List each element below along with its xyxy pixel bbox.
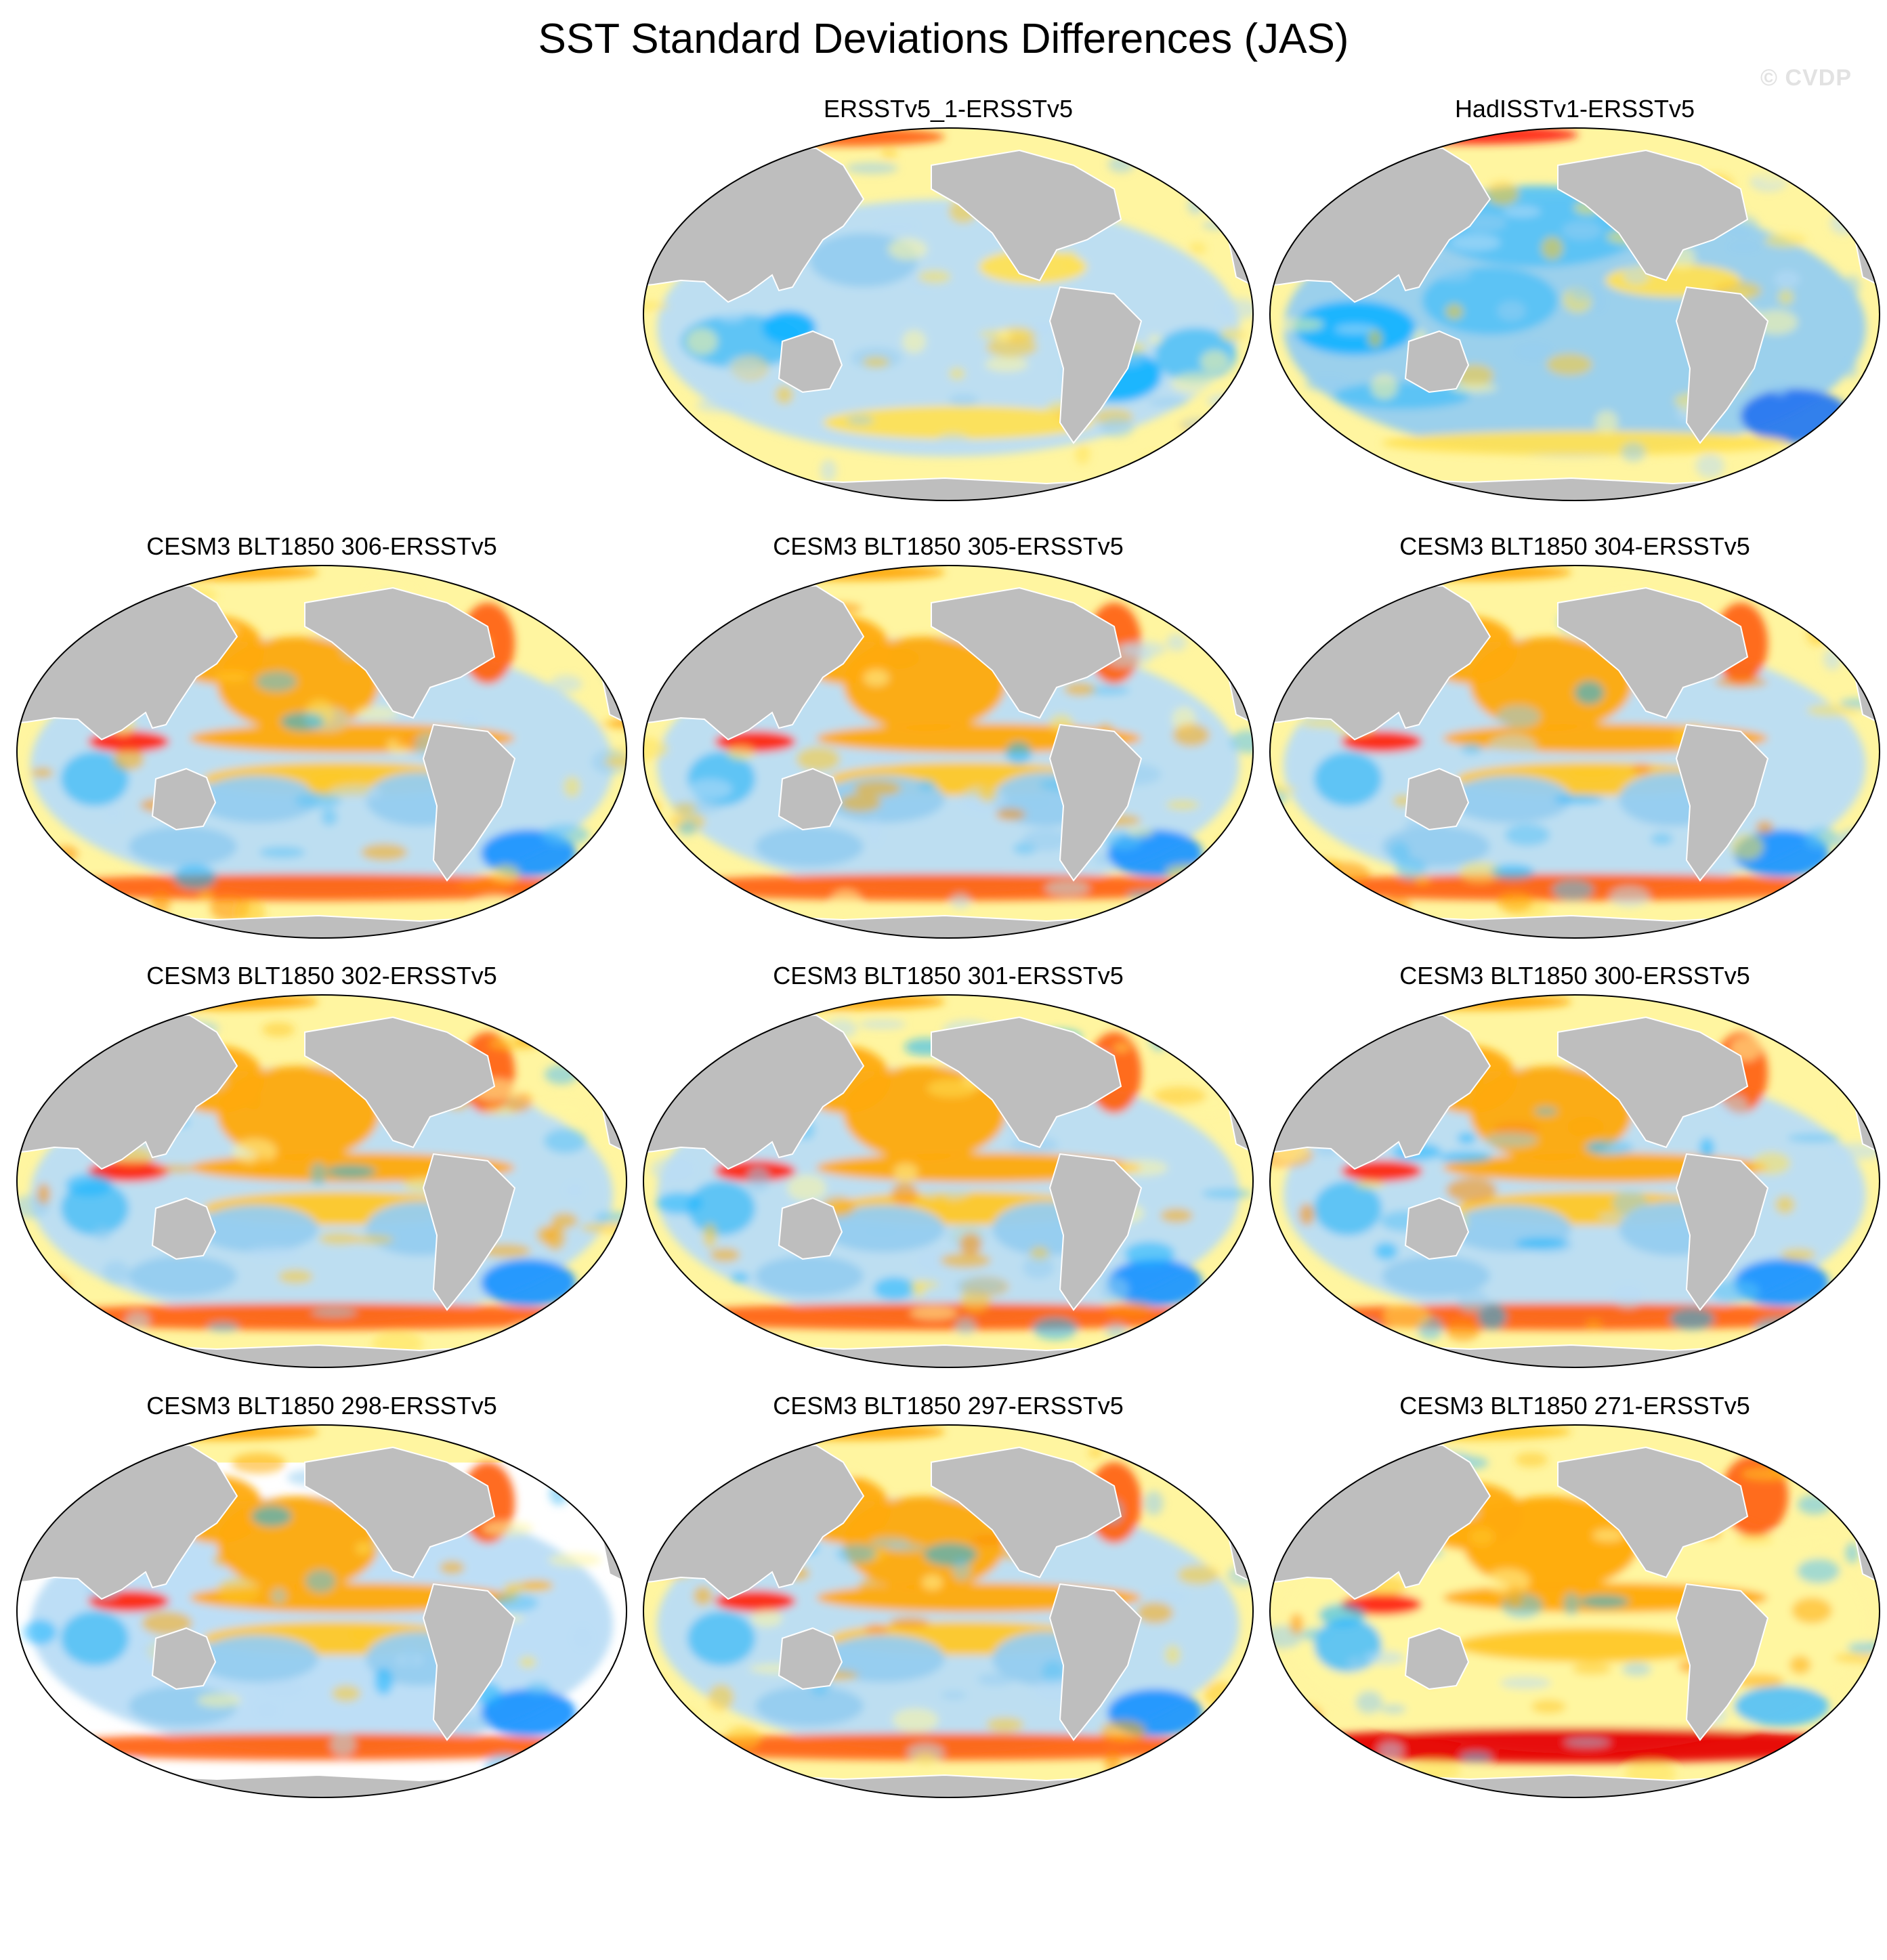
colorbar-swatch — [1472, 1834, 1535, 1867]
map-panel: CESM3 BLT1850 297-ERSSTv5 — [640, 1392, 1256, 1804]
robinson-map — [1267, 125, 1883, 504]
map-panel: CESM3 BLT1850 305-ERSSTv5 — [640, 532, 1256, 944]
robinson-map — [640, 562, 1256, 941]
panel-title: CESM3 BLT1850 306-ERSSTv5 — [14, 532, 630, 562]
map-panel: CESM3 BLT1850 306-ERSSTv5 — [14, 532, 630, 944]
sst-difference-field — [14, 562, 630, 941]
robinson-map — [14, 1422, 630, 1801]
panel-title: CESM3 BLT1850 301-ERSSTv5 — [640, 962, 1256, 992]
map-panel: CESM3 BLT1850 300-ERSSTv5 — [1267, 962, 1883, 1373]
cvdp-watermark: © CVDP — [1760, 65, 1852, 91]
colorbar-swatches — [287, 1834, 1597, 1867]
sst-difference-field — [14, 992, 630, 1371]
sst-difference-field — [640, 992, 1256, 1371]
colorbar-swatch — [1160, 1834, 1223, 1867]
land-mass — [152, 769, 215, 830]
map-panel: CESM3 BLT1850 304-ERSSTv5 — [1267, 532, 1883, 944]
land-mass — [779, 331, 842, 392]
panel-title: CESM3 BLT1850 271-ERSSTv5 — [1267, 1392, 1883, 1422]
map-panel: CESM3 BLT1850 271-ERSSTv5 — [1267, 1392, 1883, 1804]
robinson-map — [1267, 562, 1883, 941]
colorbar — [287, 1834, 1597, 1867]
sst-difference-field — [640, 1422, 1256, 1801]
colorbar-swatch — [786, 1834, 849, 1867]
colorbar-tick-label: 0.2 — [1075, 1871, 1120, 1908]
colorbar-swatch — [411, 1834, 474, 1867]
land-mass — [1405, 331, 1468, 392]
colorbar-swatch — [1098, 1834, 1161, 1867]
colorbar-tick-label: 0 — [964, 1871, 982, 1908]
colorbar-swatch — [1347, 1834, 1410, 1867]
colorbar-tick-label: -0.8 — [446, 1871, 502, 1908]
map-panel: CESM3 BLT1850 301-ERSSTv5 — [640, 962, 1256, 1373]
colorbar-swatch — [473, 1834, 536, 1867]
panel-title: CESM3 BLT1850 304-ERSSTv5 — [1267, 532, 1883, 562]
colorbar-tick-label: -1 — [335, 1871, 364, 1908]
land-mass — [152, 1198, 215, 1259]
map-panel: CESM3 BLT1850 302-ERSSTv5 — [14, 962, 630, 1373]
land-mass — [779, 1198, 842, 1259]
sst-difference-field — [14, 1422, 630, 1801]
robinson-map — [640, 992, 1256, 1371]
map-panel: ERSSTv5_1-ERSSTv5 — [640, 95, 1256, 507]
robinson-map — [14, 992, 630, 1371]
colorbar-swatch — [1036, 1834, 1099, 1867]
colorbar-swatch — [536, 1834, 599, 1867]
sst-difference-field — [640, 125, 1256, 504]
robinson-map — [640, 125, 1256, 504]
land-mass — [1405, 1198, 1468, 1259]
sst-difference-field — [1267, 125, 1883, 504]
panel-title: CESM3 BLT1850 300-ERSSTv5 — [1267, 962, 1883, 992]
map-panel: HadISSTv1-ERSSTv5 — [1267, 95, 1883, 507]
panel-title: CESM3 BLT1850 297-ERSSTv5 — [640, 1392, 1256, 1422]
land-mass — [1405, 1628, 1468, 1689]
colorbar-swatch — [973, 1834, 1036, 1867]
colorbar-tick-label: -0.6 — [570, 1871, 627, 1908]
sst-difference-field — [1267, 992, 1883, 1371]
robinson-map — [640, 1422, 1256, 1801]
colorbar-swatch — [1535, 1834, 1597, 1867]
robinson-map — [1267, 1422, 1883, 1801]
colorbar-tick-label: -0.2 — [820, 1871, 876, 1908]
colorbar-swatch — [287, 1834, 349, 1867]
panel-title: CESM3 BLT1850 298-ERSSTv5 — [14, 1392, 630, 1422]
colorbar-tick-label: 1 — [1588, 1871, 1607, 1908]
colorbar-swatch — [1223, 1834, 1286, 1867]
land-mass — [152, 1628, 215, 1689]
robinson-map — [1267, 992, 1883, 1371]
sst-difference-field — [640, 562, 1256, 941]
colorbar-swatch — [1285, 1834, 1348, 1867]
sst-difference-field — [1267, 562, 1883, 941]
colorbar-swatch — [661, 1834, 724, 1867]
land-mass — [779, 769, 842, 830]
sst-difference-field — [1267, 1422, 1883, 1801]
colorbar-swatch — [910, 1834, 973, 1867]
colorbar-tick-label: 0.8 — [1449, 1871, 1495, 1908]
robinson-map — [14, 562, 630, 941]
colorbar-swatch — [599, 1834, 662, 1867]
colorbar-swatch — [1410, 1834, 1473, 1867]
panel-title: ERSSTv5_1-ERSSTv5 — [640, 95, 1256, 125]
land-mass — [779, 1628, 842, 1689]
colorbar-tick-label: -0.4 — [696, 1871, 752, 1908]
panel-title: CESM3 BLT1850 305-ERSSTv5 — [640, 532, 1256, 562]
colorbar-swatch — [848, 1834, 911, 1867]
colorbar-swatch — [349, 1834, 412, 1867]
panel-title: HadISSTv1-ERSSTv5 — [1267, 95, 1883, 125]
figure-title: SST Standard Deviations Differences (JAS… — [0, 15, 1887, 63]
land-mass — [1405, 769, 1468, 830]
colorbar-swatch — [723, 1834, 786, 1867]
panel-title: CESM3 BLT1850 302-ERSSTv5 — [14, 962, 630, 992]
colorbar-tick-label: 0.6 — [1325, 1871, 1370, 1908]
colorbar-tick-label: 0.4 — [1200, 1871, 1246, 1908]
map-panel: CESM3 BLT1850 298-ERSSTv5 — [14, 1392, 630, 1804]
